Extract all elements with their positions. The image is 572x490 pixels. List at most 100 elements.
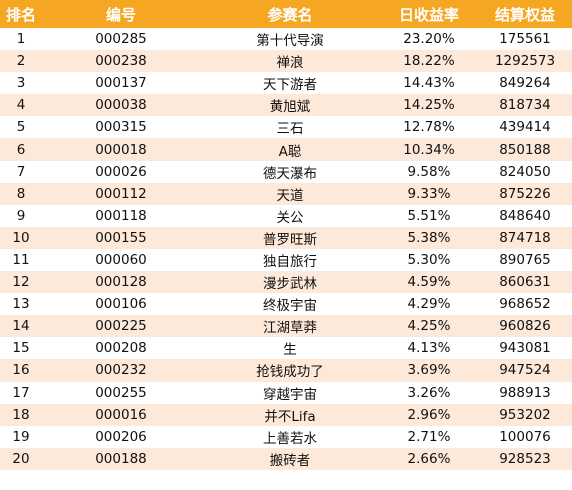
cell-name: 生 <box>200 337 380 360</box>
cell-id: 000188 <box>42 447 200 470</box>
cell-name: 抢钱成功了 <box>200 359 380 382</box>
cell-equity: 848640 <box>478 204 572 227</box>
cell-id: 000238 <box>42 50 200 73</box>
cell-name: 天道 <box>200 182 380 205</box>
header-rank: 排名 <box>0 0 42 28</box>
cell-rank: 19 <box>0 425 42 448</box>
cell-daily-return: 12.78% <box>380 116 478 139</box>
cell-equity: 1292573 <box>478 50 572 73</box>
table-row: 20 000188 搬砖者 2.66% 928523 <box>0 447 572 470</box>
header-id: 编号 <box>42 0 200 28</box>
cell-id: 000137 <box>42 72 200 95</box>
table-row: 1 000285 第十代导演 23.20% 175561 <box>0 28 572 51</box>
cell-id: 000155 <box>42 226 200 249</box>
cell-daily-return: 3.26% <box>380 381 478 404</box>
cell-daily-return: 4.59% <box>380 271 478 294</box>
cell-rank: 15 <box>0 337 42 360</box>
cell-equity: 928523 <box>478 447 572 470</box>
table-row: 4 000038 黄旭斌 14.25% 818734 <box>0 94 572 117</box>
cell-rank: 1 <box>0 28 42 51</box>
table-row: 17 000255 穿越宇宙 3.26% 988913 <box>0 381 572 404</box>
cell-rank: 11 <box>0 248 42 272</box>
cell-name: 第十代导演 <box>200 28 380 51</box>
cell-daily-return: 4.25% <box>380 315 478 338</box>
table-row: 12 000128 漫步武林 4.59% 860631 <box>0 271 572 294</box>
table-row: 10 000155 普罗旺斯 5.38% 874718 <box>0 226 572 249</box>
cell-daily-return: 4.13% <box>380 337 478 360</box>
cell-rank: 10 <box>0 226 42 249</box>
cell-equity: 943081 <box>478 337 572 360</box>
cell-daily-return: 9.33% <box>380 182 478 205</box>
cell-name: 黄旭斌 <box>200 94 380 117</box>
cell-name: 天下游者 <box>200 72 380 95</box>
cell-id: 000060 <box>42 248 200 272</box>
cell-equity: 824050 <box>478 160 572 183</box>
cell-rank: 13 <box>0 293 42 316</box>
table-row: 15 000208 生 4.13% 943081 <box>0 337 572 360</box>
table-row: 7 000026 德天瀑布 9.58% 824050 <box>0 160 572 183</box>
cell-name: A聪 <box>200 138 380 161</box>
cell-name: 并不Lifa <box>200 403 380 426</box>
cell-daily-return: 2.66% <box>380 447 478 470</box>
cell-daily-return: 5.38% <box>380 226 478 249</box>
table-row: 11 000060 独自旅行 5.30% 890765 <box>0 248 572 272</box>
cell-rank: 3 <box>0 72 42 95</box>
cell-name: 终极宇宙 <box>200 293 380 316</box>
cell-rank: 4 <box>0 94 42 117</box>
cell-rank: 18 <box>0 403 42 426</box>
table-row: 5 000315 三石 12.78% 439414 <box>0 116 572 139</box>
cell-name: 穿越宇宙 <box>200 381 380 404</box>
cell-daily-return: 5.51% <box>380 204 478 227</box>
cell-name: 上善若水 <box>200 425 380 448</box>
cell-name: 普罗旺斯 <box>200 226 380 249</box>
table-row: 18 000016 并不Lifa 2.96% 953202 <box>0 403 572 426</box>
header-row: 排名 编号 参赛名 日收益率 结算权益 <box>0 0 572 28</box>
cell-rank: 5 <box>0 116 42 139</box>
ranking-table: 排名 编号 参赛名 日收益率 结算权益 1 000285 第十代导演 23.20% 17… <box>0 0 572 470</box>
table-row: 16 000232 抢钱成功了 3.69% 947524 <box>0 359 572 382</box>
cell-equity: 988913 <box>478 381 572 404</box>
cell-daily-return: 2.71% <box>380 425 478 448</box>
cell-equity: 875226 <box>478 182 572 205</box>
cell-rank: 17 <box>0 381 42 404</box>
cell-id: 000112 <box>42 182 200 205</box>
cell-id: 000106 <box>42 293 200 316</box>
cell-id: 000232 <box>42 359 200 382</box>
cell-rank: 12 <box>0 271 42 294</box>
cell-daily-return: 4.29% <box>380 293 478 316</box>
table-row: 19 000206 上善若水 2.71% 100076 <box>0 425 572 448</box>
cell-equity: 890765 <box>478 248 572 272</box>
cell-id: 000225 <box>42 315 200 338</box>
cell-id: 000208 <box>42 337 200 360</box>
table-row: 8 000112 天道 9.33% 875226 <box>0 182 572 205</box>
cell-name: 德天瀑布 <box>200 160 380 183</box>
cell-daily-return: 18.22% <box>380 50 478 73</box>
cell-equity: 968652 <box>478 293 572 316</box>
table-row: 13 000106 终极宇宙 4.29% 968652 <box>0 293 572 316</box>
table-row: 3 000137 天下游者 14.43% 849264 <box>0 72 572 95</box>
cell-name: 漫步武林 <box>200 271 380 294</box>
cell-equity: 874718 <box>478 226 572 249</box>
cell-id: 000285 <box>42 28 200 51</box>
cell-id: 000016 <box>42 403 200 426</box>
cell-id: 000255 <box>42 381 200 404</box>
cell-rank: 8 <box>0 182 42 205</box>
cell-id: 000038 <box>42 94 200 117</box>
cell-equity: 439414 <box>478 116 572 139</box>
cell-daily-return: 3.69% <box>380 359 478 382</box>
cell-equity: 100076 <box>478 425 572 448</box>
cell-daily-return: 9.58% <box>380 160 478 183</box>
cell-id: 000206 <box>42 425 200 448</box>
header-name: 参赛名 <box>200 0 380 28</box>
cell-rank: 9 <box>0 204 42 227</box>
cell-daily-return: 10.34% <box>380 138 478 161</box>
header-daily-return: 日收益率 <box>380 0 478 28</box>
cell-equity: 860631 <box>478 271 572 294</box>
cell-equity: 849264 <box>478 72 572 95</box>
cell-rank: 6 <box>0 138 42 161</box>
header-equity: 结算权益 <box>478 0 572 28</box>
cell-name: 搬砖者 <box>200 447 380 470</box>
cell-equity: 818734 <box>478 94 572 117</box>
cell-daily-return: 14.25% <box>380 94 478 117</box>
cell-id: 000026 <box>42 160 200 183</box>
